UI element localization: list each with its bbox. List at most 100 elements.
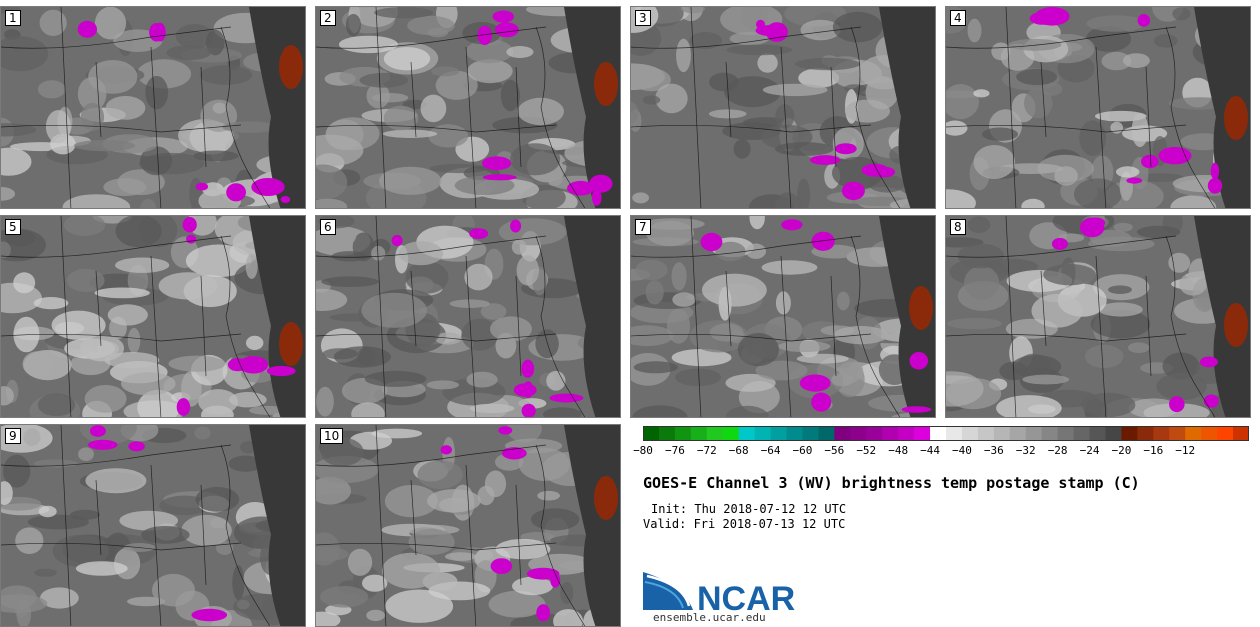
wv-texture: [1043, 263, 1096, 286]
colorbar-bin: [643, 426, 660, 441]
map-boundary-line: [946, 26, 1177, 49]
colorbar-bin: [722, 426, 740, 441]
cold-cloud-top: [1210, 162, 1220, 180]
cold-cloud-top: [536, 604, 551, 622]
map-boundary-line: [830, 66, 837, 168]
colorbar-tick-labels: −80 −76 −72 −68 −64 −60 −56 −52 −48 −44 −40 −36 −32−…: [633, 444, 1249, 460]
wv-texture: [488, 590, 546, 618]
cold-cloud-top: [469, 228, 489, 239]
wv-texture: [199, 65, 253, 85]
cold-cloud-top: [251, 178, 285, 196]
cold-cloud-top: [176, 398, 191, 416]
wv-texture: [371, 245, 386, 261]
panel-number: 1: [5, 10, 21, 26]
wv-texture: [338, 35, 398, 54]
wv-texture: [1, 481, 13, 506]
wv-texture: [1136, 225, 1181, 239]
wv-texture: [444, 552, 477, 561]
wv-texture: [435, 332, 462, 345]
colorbar-bin: [946, 426, 963, 441]
cold-cloud-top: [280, 196, 291, 203]
wv-texture: [379, 166, 442, 195]
wv-texture: [407, 15, 455, 36]
wv-texture: [158, 272, 218, 300]
wv-texture: [775, 104, 795, 129]
ensemble-panel: 3: [630, 6, 936, 209]
wv-texture: [469, 403, 515, 414]
map-boundary-line: [375, 425, 387, 626]
wv-texture: [316, 386, 334, 417]
wv-texture: [1074, 178, 1122, 208]
wv-texture: [420, 94, 447, 123]
wv-texture: [371, 428, 423, 439]
wv-texture: [84, 385, 127, 413]
colorbar-tick-label: −40: [952, 444, 972, 457]
wv-texture: [672, 292, 696, 307]
cold-cloud-top: [799, 374, 831, 392]
wv-texture: [193, 150, 239, 162]
wv-texture: [546, 169, 564, 186]
wv-texture: [245, 253, 258, 279]
dry-region: [1194, 216, 1250, 417]
wv-texture: [676, 38, 691, 73]
map-boundary-line: [725, 61, 732, 138]
dry-region: [564, 425, 620, 626]
map-boundary-line: [515, 484, 522, 586]
wv-texture: [115, 257, 170, 273]
cold-cloud-top: [861, 163, 889, 177]
wv-texture: [745, 243, 766, 259]
dry-region: [879, 7, 935, 208]
wv-texture: [836, 291, 850, 311]
wv-texture: [642, 95, 661, 105]
colorbar-bin: [1009, 426, 1027, 441]
map-boundary-line: [375, 7, 387, 208]
wv-texture: [543, 407, 582, 417]
colorbar-tick-label: −32: [1015, 444, 1036, 457]
wv-texture: [1, 241, 11, 259]
panel-number: 8: [950, 219, 966, 235]
wv-texture: [383, 47, 431, 71]
wv-texture: [537, 490, 560, 501]
wv-texture: [761, 260, 818, 275]
map-boundary-line: [410, 479, 417, 556]
map-boundary-line: [316, 26, 547, 49]
wv-texture: [708, 109, 747, 119]
site-url: ensemble.ucar.edu: [653, 611, 766, 624]
colorbar-tick-label: −16: [1143, 444, 1164, 457]
wv-texture: [107, 304, 148, 326]
wv-texture: [33, 297, 69, 310]
wv-texture: [70, 509, 101, 520]
wv-texture: [321, 276, 379, 287]
wv-texture: [195, 486, 240, 512]
wv-texture: [1108, 285, 1132, 294]
init-time: Init: Thu 2018-07-12 12 UTC: [651, 502, 847, 516]
wv-texture: [510, 143, 561, 176]
map-boundary-line: [1005, 7, 1017, 208]
wv-texture: [1011, 355, 1062, 378]
valid-time: Valid: Fri 2018-07-13 12 UTC: [643, 517, 846, 531]
cold-cloud-top: [1207, 178, 1223, 194]
wv-texture: [152, 573, 195, 607]
wv-image: [1, 425, 305, 626]
dry-region: [249, 216, 305, 417]
dry-region: [1194, 7, 1250, 208]
wv-texture: [185, 244, 252, 278]
panel-number: 10: [320, 428, 344, 444]
wv-texture: [435, 70, 478, 100]
panel-number: 7: [635, 219, 651, 235]
cold-cloud-top: [490, 558, 513, 574]
wv-texture: [490, 316, 532, 342]
wv-texture: [947, 317, 1003, 330]
wv-texture: [1098, 302, 1143, 317]
colorbar-bin: [1233, 426, 1249, 441]
colorbar-bin: [850, 426, 867, 441]
panel-number: 6: [320, 219, 336, 235]
colorbar-bin: [738, 426, 756, 441]
wv-texture: [831, 373, 854, 387]
wv-image: [316, 425, 620, 626]
wv-image: [1, 216, 305, 417]
wv-texture: [331, 251, 368, 262]
wv-texture: [115, 216, 162, 248]
wv-texture: [675, 368, 722, 387]
wv-texture: [1153, 34, 1178, 48]
